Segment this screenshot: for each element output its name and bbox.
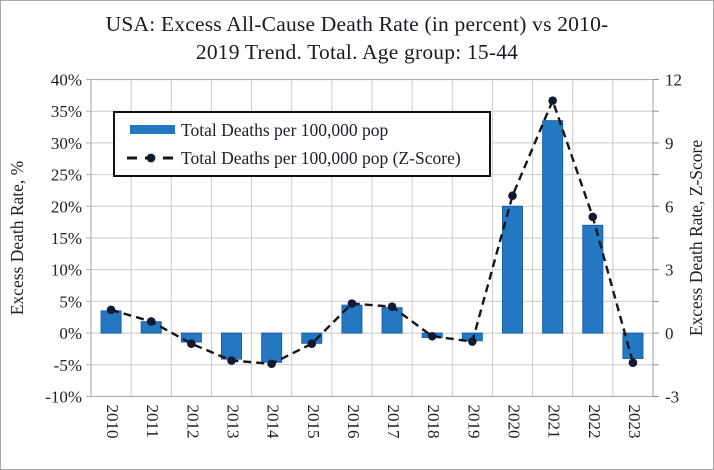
x-axis-year-label: 2023 <box>625 405 644 439</box>
x-axis-year-label: 2022 <box>585 405 604 439</box>
left-axis-tick-label: 20% <box>51 197 82 216</box>
left-axis-title: Excess Death Rate, % <box>7 161 27 316</box>
bar-2013 <box>221 332 242 360</box>
right-axis-tick-label: 3 <box>665 261 674 280</box>
zscore-dot-2020 <box>508 191 517 201</box>
bar-2022 <box>582 224 604 334</box>
left-axis-tick-label: 5% <box>59 292 82 311</box>
x-axis-year-label: 2019 <box>464 405 483 439</box>
left-axis-tick-label: -5% <box>54 356 82 375</box>
left-axis-tick-label: 10% <box>51 261 82 280</box>
legend-label-bars: Total Deaths per 100,000 pop <box>181 120 389 140</box>
legend-bar-swatch <box>130 125 175 134</box>
zscore-dot-2010 <box>106 305 116 315</box>
left-axis-tick-label: 40% <box>51 71 82 90</box>
x-axis-year-label: 2013 <box>224 405 243 439</box>
bar-2021 <box>542 120 564 334</box>
zscore-dot-2014 <box>267 359 276 369</box>
chart-title-line2: 2019 Trend. Total. Age group: 15-44 <box>195 40 519 65</box>
zscore-dot-2013 <box>227 356 236 365</box>
right-axis-title: Excess Death Rate, Z-Score <box>686 140 706 337</box>
x-axis-year-label: 2018 <box>424 405 443 439</box>
right-axis-tick-label: -3 <box>665 388 679 407</box>
left-axis-tick-label: 30% <box>51 134 82 153</box>
x-axis-year-label: 2012 <box>183 405 202 439</box>
legend-dot-marker <box>146 153 156 163</box>
bar-2020 <box>502 205 523 334</box>
right-axis-tick-label: 6 <box>665 197 674 216</box>
bar-series-group <box>100 120 644 363</box>
chart-title-line1: USA: Excess All-Cause Death Rate (in per… <box>105 12 609 36</box>
zscore-dashed-line <box>110 97 635 365</box>
zscore-dot-2011 <box>146 317 156 326</box>
bar-2014 <box>261 332 283 363</box>
legend-box <box>113 111 491 177</box>
right-axis-tick-label: 12 <box>665 71 682 90</box>
tick-labels-group: 40% 35% 30% 25% 20% 15% 10% 5% 0% -5% -10% 12 9 6 3 0 -3… <box>45 71 682 440</box>
zscore-dot-2015 <box>307 339 317 348</box>
chart-title: USA: Excess All-Cause Death Rate (in per… <box>1 10 713 67</box>
zscore-dot-2021 <box>548 96 557 105</box>
left-axis-tick-label: 35% <box>51 102 82 121</box>
right-axis-tick-label: 9 <box>665 134 674 153</box>
zscore-dot-2018 <box>427 331 437 341</box>
x-axis-year-label: 2016 <box>344 405 363 439</box>
x-axis-year-label: 2017 <box>384 405 403 440</box>
zscore-dot-2016 <box>347 299 357 308</box>
zscore-dot-2017 <box>387 302 397 311</box>
x-axis-year-label: 2020 <box>505 405 524 439</box>
bar-2017 <box>381 307 403 334</box>
left-axis-tick-label: 25% <box>51 166 82 185</box>
x-axis-year-label: 2014 <box>264 405 283 440</box>
x-axis-year-label: 2010 <box>103 405 122 439</box>
x-axis-year-label: 2015 <box>304 405 323 439</box>
bar-2023 <box>622 332 644 359</box>
x-axis-year-label: 2021 <box>545 405 564 439</box>
zscore-dot-2023 <box>628 358 638 367</box>
zscore-line-group <box>106 96 638 369</box>
x-axis-year-label: 2011 <box>143 405 162 438</box>
legend: Total Deaths per 100,000 pop Total Death… <box>113 111 491 177</box>
left-axis-tick-label: 15% <box>51 229 82 248</box>
right-axis-tick-label: 0 <box>665 324 674 343</box>
zscore-dot-2012 <box>187 339 196 348</box>
left-axis-tick-label: -10% <box>45 388 82 407</box>
bar-2010 <box>100 310 122 334</box>
zscore-dot-2022 <box>588 212 598 222</box>
left-axis-tick-label: 0% <box>59 324 82 343</box>
zscore-dot-2019 <box>468 337 477 346</box>
legend-label-zscore: Total Deaths per 100,000 pop (Z-Score) <box>181 148 461 168</box>
